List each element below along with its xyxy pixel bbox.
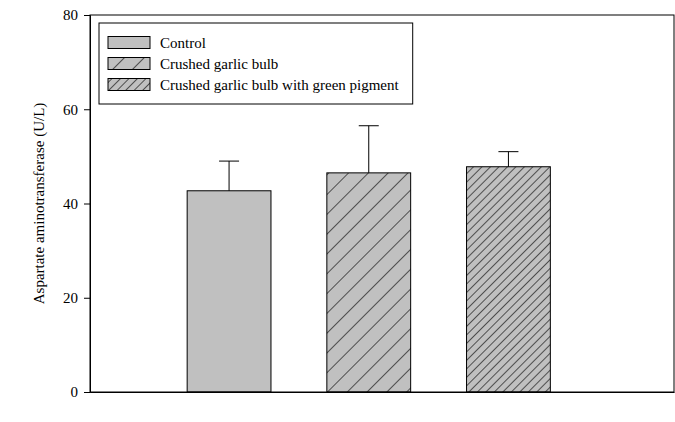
frame bbox=[90, 15, 674, 392]
error-bar bbox=[359, 126, 379, 173]
bar bbox=[467, 167, 551, 392]
chart: 0 20 40 60 80 Control Crushed garlic bulb Crush… bbox=[0, 0, 675, 422]
legend-swatch bbox=[108, 58, 150, 70]
y-axis-title: Aspartate aminotransferase (U/L) bbox=[31, 103, 48, 305]
y-tick-label: 80 bbox=[63, 7, 78, 23]
y-tick: 20 bbox=[63, 290, 90, 306]
legend-box bbox=[99, 23, 413, 104]
y-tick-mark bbox=[84, 204, 90, 205]
y-axis-line bbox=[84, 16, 91, 393]
y-tick: 60 bbox=[63, 102, 90, 118]
error-bar bbox=[219, 161, 239, 191]
plot: 0 20 40 60 80 Control Crushed garlic bulb Crush… bbox=[63, 7, 675, 400]
legend-label: Crushed garlic bulb bbox=[160, 56, 278, 72]
y-tick: 40 bbox=[63, 196, 90, 212]
y-axis: 0 20 40 60 80 bbox=[63, 7, 91, 400]
legend-swatch bbox=[108, 37, 150, 49]
y-tick-mark bbox=[84, 15, 90, 16]
y-tick-mark bbox=[84, 109, 90, 110]
bar bbox=[327, 173, 411, 392]
y-tick-mark bbox=[84, 298, 90, 299]
x-axis bbox=[91, 392, 675, 394]
y-tick-label: 40 bbox=[63, 196, 78, 212]
y-tick-label: 20 bbox=[63, 290, 78, 306]
error-bar bbox=[498, 152, 518, 167]
y-tick-label: 0 bbox=[71, 384, 79, 400]
bar bbox=[187, 191, 271, 392]
y-tick: 0 bbox=[71, 384, 91, 400]
bars bbox=[187, 126, 550, 392]
legend-label: Control bbox=[160, 35, 206, 51]
legend-label: Crushed garlic bulb with green pigment bbox=[160, 77, 400, 93]
legend-swatch bbox=[108, 79, 150, 91]
y-tick-label: 60 bbox=[63, 102, 78, 118]
x-axis-line bbox=[91, 392, 675, 393]
y-tick-mark bbox=[84, 392, 90, 393]
y-tick: 80 bbox=[63, 7, 90, 23]
legend: Control Crushed garlic bulb Crushed garlic… bbox=[99, 23, 413, 104]
